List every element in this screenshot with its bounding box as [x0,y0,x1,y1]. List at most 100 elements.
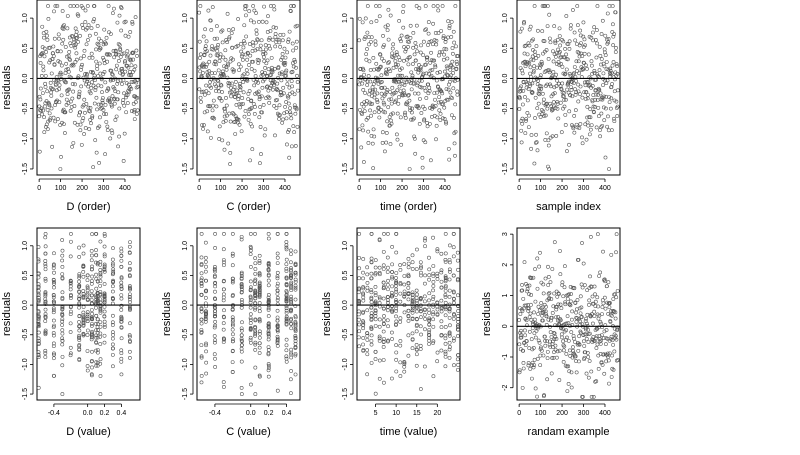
data-point [257,335,262,340]
data-point [387,60,391,65]
data-point [574,59,579,64]
data-point [43,244,48,249]
data-point [200,123,204,128]
data-point [65,26,70,31]
data-point [60,276,65,281]
data-point [544,48,549,52]
data-point [128,321,132,326]
data-point [239,287,244,292]
data-point [203,44,208,49]
data-point [584,371,589,376]
data-point [113,118,118,122]
data-point [410,290,415,295]
data-point [275,97,279,102]
data-point [103,102,108,107]
data-point [127,349,132,354]
data-point [449,113,454,118]
data-point [521,89,526,93]
data-point [605,351,610,356]
data-point [560,81,565,86]
data-point [541,51,545,56]
data-point [580,241,584,245]
data-point [589,63,594,68]
data-point [568,93,573,98]
data-point [38,86,43,91]
data-point [381,318,386,323]
data-point [575,23,580,28]
data-point [291,124,296,129]
data-point [260,19,265,24]
data-point [387,97,392,102]
data-point [60,319,65,324]
data-point [572,336,576,341]
data-point [544,304,548,309]
data-point [91,70,95,75]
data-point [103,152,107,157]
data-point [89,279,94,283]
data-point [210,71,214,76]
x-tick-label: 100 [375,185,387,192]
data-point [266,325,271,329]
data-point [102,112,106,116]
data-point [602,277,607,282]
data-point [60,313,65,318]
data-point [43,85,48,89]
data-point [104,112,109,116]
data-point [266,94,271,99]
data-point [102,70,107,74]
data-point [212,334,217,338]
data-point [563,123,568,127]
data-point [94,313,99,318]
data-point [553,305,558,309]
data-point [398,37,403,42]
data-point [559,130,564,135]
data-point [385,282,390,287]
data-point [453,4,458,8]
data-point [610,353,614,358]
data-point [521,80,526,85]
data-point [431,235,435,240]
data-point [530,326,535,331]
data-point [106,87,111,92]
data-point [382,314,386,318]
y-tick-label: 0.5 [22,270,29,280]
data-point [614,232,619,237]
data-point [94,286,99,291]
data-point [277,103,282,108]
data-point [578,319,582,324]
data-point [612,310,616,314]
data-point [579,315,584,319]
data-point [447,257,452,262]
data-point [554,336,559,341]
data-point [369,314,374,319]
data-point [569,292,573,296]
data-point [102,267,107,272]
data-point [429,73,434,78]
data-point [204,264,208,269]
data-point [230,315,235,320]
data-point [394,309,399,313]
data-point [546,138,551,143]
data-point [119,246,124,251]
data-point [199,90,204,95]
data-point [84,72,89,76]
data-point [89,293,94,298]
data-point [424,62,428,67]
y-tick-label: 1 [502,294,509,298]
data-point [275,334,280,339]
data-point [36,341,41,346]
x-tick-label: 0.0 [83,410,93,417]
data-point [398,339,403,343]
data-point [51,318,56,323]
data-point [52,36,57,41]
data-point [609,313,614,318]
data-point [361,87,366,92]
data-point [36,385,41,390]
data-point [439,309,444,314]
data-point [581,20,586,25]
data-point [553,334,558,339]
data-point [248,232,253,236]
data-point [402,364,407,369]
data-point [99,39,104,44]
data-point [121,71,125,76]
